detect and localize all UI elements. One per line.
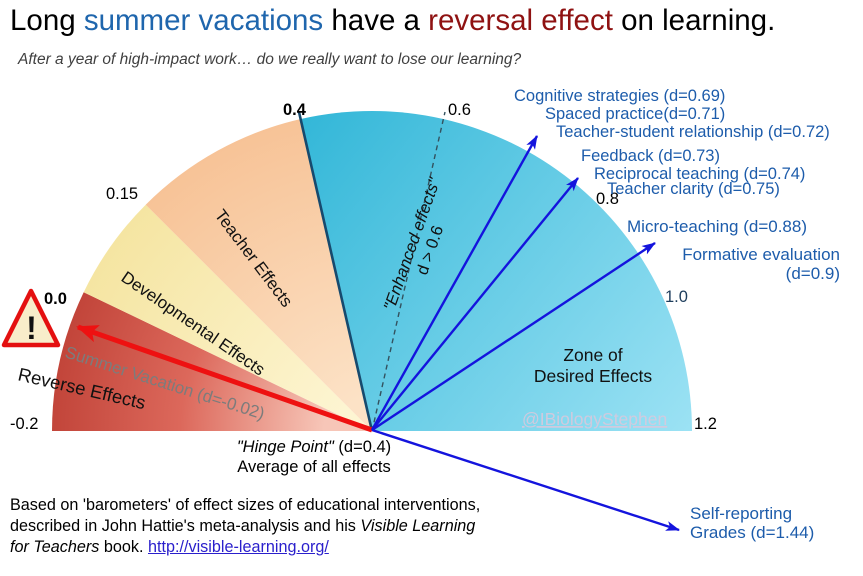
attribution-line2-italic: Visible Learning bbox=[360, 517, 476, 535]
effect-label-micro-teaching: Micro-teaching (d=0.88) bbox=[627, 217, 808, 236]
effect-label-feedback: Feedback (d=0.73) bbox=[581, 147, 720, 165]
scale-label-0-0: 0.0 bbox=[44, 290, 67, 308]
attribution-line3-italic: for Teachers bbox=[10, 538, 100, 556]
effect-label-cognitive-strategies: Cognitive strategies (d=0.69) bbox=[514, 87, 726, 105]
title-highlight-red: reversal effect bbox=[428, 4, 613, 37]
warning-exclamation: ! bbox=[26, 310, 37, 346]
page-title: Long summer vacations have a reversal ef… bbox=[10, 4, 775, 38]
sector-zone-of-desired-effects bbox=[300, 110, 692, 431]
title-part2: have a bbox=[323, 4, 429, 37]
sector-developmental-effects bbox=[83, 204, 372, 431]
arrow-self-reporting bbox=[371, 428, 680, 532]
scale-label-neg-0-2: -0.2 bbox=[10, 415, 38, 433]
hinge-point-rest: (d=0.4) bbox=[333, 438, 392, 456]
scale-label-0-4: 0.4 bbox=[283, 101, 307, 119]
attribution-line2: described in John Hattie's meta-analysis… bbox=[10, 516, 480, 537]
effect-label-formative-evaluation-line1: Formative evaluation bbox=[682, 245, 840, 264]
scale-label-1-0: 1.0 bbox=[665, 288, 688, 306]
scale-label-1-2: 1.2 bbox=[694, 415, 717, 433]
visible-learning-link[interactable]: http://visible-learning.org/ bbox=[148, 538, 329, 556]
hinge-boundary-line-0-4 bbox=[297, 111, 374, 432]
arrow-microteaching-group bbox=[371, 241, 656, 432]
label-zone-of-desired-line1: Zone of bbox=[563, 345, 622, 365]
effect-label-self-reporting-line2: Grades (d=1.44) bbox=[690, 523, 815, 542]
arrow-feedback-group bbox=[371, 177, 579, 431]
attribution-line2-regular: described in John Hattie's meta-analysis… bbox=[10, 517, 361, 535]
title-part3: on learning. bbox=[612, 4, 776, 37]
dashed-line-0-6 bbox=[371, 111, 446, 432]
effect-label-self-reporting-line1: Self-reporting bbox=[690, 504, 793, 523]
effect-label-spaced-practice: Spaced practice(d=0.71) bbox=[545, 105, 726, 123]
attribution-line3-regular: book. bbox=[99, 538, 148, 556]
title-part1: Long bbox=[10, 4, 84, 37]
scale-label-0-6: 0.6 bbox=[448, 101, 471, 119]
effect-label-teacher-clarity: Teacher clarity (d=0.75) bbox=[607, 180, 780, 198]
subtitle: After a year of high-impact work… do we … bbox=[18, 51, 522, 68]
label-zone-of-desired-line2: Desired Effects bbox=[534, 366, 653, 386]
scale-label-0-8: 0.8 bbox=[596, 190, 619, 208]
effect-label-teacher-student-relationship: Teacher-student relationship (d=0.72) bbox=[556, 123, 830, 141]
scale-label-0-15: 0.15 bbox=[106, 185, 138, 203]
sector-teacher-effects bbox=[145, 119, 372, 431]
attribution-line3: for Teachers book. http://visible-learni… bbox=[10, 537, 480, 558]
watermark: @IBiologyStephen bbox=[522, 409, 667, 429]
arrow-cognitive-group bbox=[370, 135, 539, 431]
effect-label-self-reporting-grades: Self-reporting Grades (d=1.44) bbox=[690, 504, 814, 542]
arrow-summer-vacation bbox=[76, 324, 373, 433]
effect-label-reciprocal-teaching: Reciprocal teaching (d=0.74) bbox=[594, 165, 806, 183]
hinge-point-caption: "Hinge Point" (d=0.4) Average of all eff… bbox=[228, 437, 400, 477]
effect-label-formative-evaluation: Formative evaluation (d=0.9) bbox=[644, 245, 840, 283]
title-highlight-blue: summer vacations bbox=[83, 4, 324, 37]
hinge-point-line1: "Hinge Point" (d=0.4) bbox=[228, 437, 400, 457]
warning-triangle-icon bbox=[1, 288, 61, 348]
sector-reverse-effects bbox=[52, 292, 372, 431]
effect-label-formative-evaluation-line2: (d=0.9) bbox=[785, 264, 840, 283]
attribution-text: Based on 'barometers' of effect sizes of… bbox=[10, 495, 480, 558]
attribution-line1: Based on 'barometers' of effect sizes of… bbox=[10, 496, 481, 514]
hinge-point-italic: "Hinge Point" bbox=[236, 438, 334, 456]
hinge-point-line2: Average of all effects bbox=[237, 458, 391, 476]
